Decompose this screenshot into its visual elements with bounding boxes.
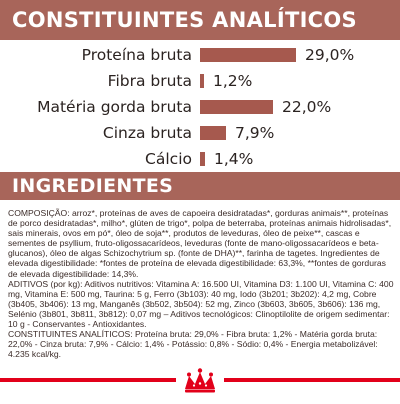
analytic-constituents-chart: Proteína bruta 29,0% Fibra bruta 1,2% Matéri… xyxy=(0,40,400,172)
chart-bar xyxy=(200,152,205,166)
chart-row: Cinza bruta 7,9% xyxy=(0,120,400,146)
ingredients-text: COMPOSIÇÃO: arroz*, proteínas de aves de… xyxy=(8,208,394,359)
chart-bar xyxy=(200,48,296,62)
chart-category-label: Cinza bruta xyxy=(102,124,192,142)
chart-row: Matéria gorda bruta 22,0% xyxy=(0,94,400,120)
chart-row: Proteína bruta 29,0% xyxy=(0,42,400,68)
chart-value-label: 22,0% xyxy=(282,98,332,116)
ingredients-title: INGREDIENTES xyxy=(12,175,174,197)
chart-bar xyxy=(200,74,204,88)
royal-canin-crown-icon xyxy=(185,368,215,393)
analytic-constituents-title: CONSTITUINTES ANALÍTICOS xyxy=(12,8,357,32)
chart-row: Fibra bruta 1,2% xyxy=(0,68,400,94)
chart-value-label: 29,0% xyxy=(305,46,355,64)
ingredients-header: INGREDIENTES xyxy=(0,172,400,200)
chart-bar xyxy=(200,126,226,140)
royal-canin-logo xyxy=(176,364,224,400)
chart-bar xyxy=(200,100,273,114)
chart-value-label: 7,9% xyxy=(235,124,275,142)
chart-value-label: 1,2% xyxy=(213,72,253,90)
composition-paragraph: COMPOSIÇÃO: arroz*, proteínas de aves de… xyxy=(8,208,392,279)
additives-paragraph: ADITIVOS (por kg): Aditivos nutritivos: … xyxy=(8,278,394,330)
chart-row: Cálcio 1,4% xyxy=(0,146,400,172)
constituents-paragraph: CONSTITUINTES ANALÍTICOS: Proteína bruta… xyxy=(8,329,378,360)
chart-value-label: 1,4% xyxy=(214,150,254,168)
chart-category-label: Fibra bruta xyxy=(107,72,192,90)
chart-category-label: Matéria gorda bruta xyxy=(37,98,192,116)
chart-category-label: Cálcio xyxy=(145,150,192,168)
analytic-constituents-header: CONSTITUINTES ANALÍTICOS xyxy=(0,0,400,40)
chart-category-label: Proteína bruta xyxy=(81,46,192,64)
